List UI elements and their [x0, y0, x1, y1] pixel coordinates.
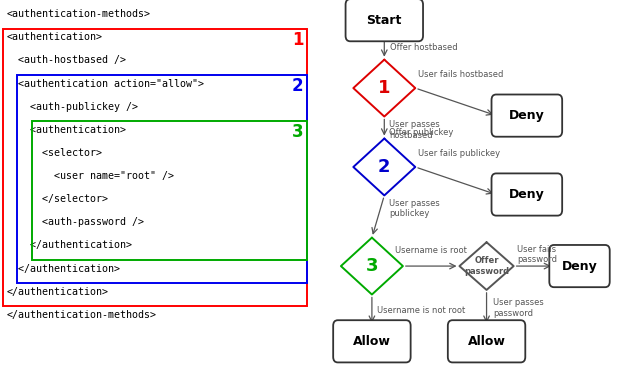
Text: Deny: Deny [509, 109, 545, 122]
Text: <authentication>: <authentication> [6, 32, 102, 42]
FancyBboxPatch shape [346, 0, 423, 41]
Text: User passes
hostbased: User passes hostbased [389, 120, 439, 139]
Text: 1: 1 [378, 79, 391, 97]
Text: <authentication action="allow">: <authentication action="allow"> [6, 79, 204, 88]
Bar [18, 75, 307, 283]
Text: <user name="root" />: <user name="root" /> [6, 171, 174, 181]
Text: 3: 3 [292, 123, 304, 141]
Text: <auth-password />: <auth-password /> [6, 217, 145, 227]
Text: User fails publickey: User fails publickey [418, 149, 501, 158]
FancyBboxPatch shape [491, 95, 562, 137]
FancyBboxPatch shape [448, 320, 525, 363]
Text: Start: Start [367, 14, 402, 27]
Text: <selector>: <selector> [6, 148, 102, 158]
FancyBboxPatch shape [333, 320, 411, 363]
Text: Deny: Deny [509, 188, 545, 201]
FancyBboxPatch shape [491, 174, 562, 216]
Bar [3, 29, 307, 306]
Text: User passes
publickey: User passes publickey [389, 199, 439, 218]
Text: 3: 3 [366, 257, 378, 275]
Text: <authentication-methods>: <authentication-methods> [6, 9, 150, 19]
Text: 2: 2 [292, 77, 304, 95]
Text: 1: 1 [292, 31, 304, 49]
Text: Allow: Allow [353, 335, 391, 348]
Text: </authentication>: </authentication> [6, 240, 132, 250]
Text: Offer
password: Offer password [464, 257, 509, 276]
Text: Username is not root: Username is not root [377, 306, 464, 315]
Text: <auth-hostbased />: <auth-hostbased /> [6, 55, 126, 65]
Text: </authentication-methods>: </authentication-methods> [6, 310, 156, 320]
Text: </selector>: </selector> [6, 194, 108, 204]
Text: Allow: Allow [468, 335, 506, 348]
Text: <auth-publickey />: <auth-publickey /> [6, 102, 138, 112]
Text: Username is root: Username is root [395, 246, 467, 255]
Text: Deny: Deny [562, 259, 597, 273]
Text: </authentication>: </authentication> [6, 287, 108, 297]
Text: User passes
password: User passes password [493, 298, 543, 317]
Text: User fails hostbased: User fails hostbased [418, 70, 504, 79]
Text: Offer hostbased: Offer hostbased [391, 43, 458, 52]
Text: <authentication>: <authentication> [6, 125, 126, 135]
Bar [31, 121, 307, 260]
Text: 2: 2 [378, 158, 391, 176]
Text: Offer publickey: Offer publickey [389, 128, 453, 137]
Text: User fails
password: User fails password [517, 245, 557, 264]
Text: </authentication>: </authentication> [6, 264, 120, 273]
FancyBboxPatch shape [549, 245, 610, 287]
